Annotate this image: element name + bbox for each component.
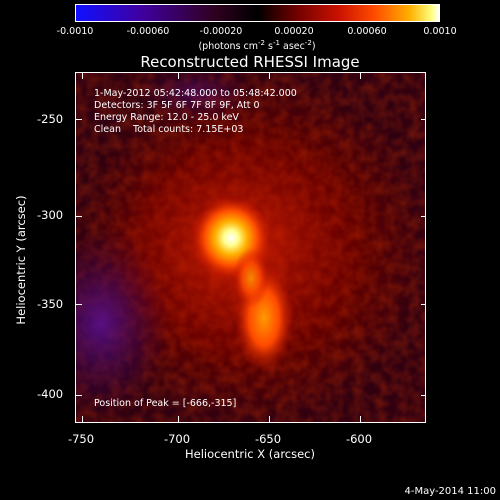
colorbar-tick-label: 0.00020 bbox=[274, 26, 314, 37]
detectors-label: Detectors: 3F 5F 6F 7F 8F 9F, Att 0 bbox=[94, 100, 260, 111]
y-tick-label: -300 bbox=[37, 208, 64, 222]
x-tick-label: -700 bbox=[163, 432, 191, 446]
time-range-label: 1-May-2012 05:42:48.000 to 05:48:42.000 bbox=[94, 88, 297, 99]
y-tick-label: -250 bbox=[37, 112, 64, 126]
colorbar-tick-label: -0.0010 bbox=[56, 26, 94, 37]
y-axis-label: Heliocentric Y (arcsec) bbox=[14, 195, 28, 325]
clean-counts-label: Clean Total counts: 7.15E+03 bbox=[94, 124, 244, 135]
heatmap-image bbox=[76, 73, 425, 422]
energy-range-label: Energy Range: 12.0 - 25.0 keV bbox=[94, 112, 239, 123]
colorbar-tick-label: 0.0010 bbox=[423, 26, 457, 37]
timestamp: 4-May-2014 11:00 bbox=[404, 486, 496, 497]
y-tick-label: -400 bbox=[37, 387, 64, 401]
x-tick-label: -650 bbox=[254, 432, 282, 446]
x-tick-label: -750 bbox=[67, 432, 95, 446]
colorbar-tick-label: -0.00060 bbox=[126, 26, 170, 37]
colorbar-tick-label: 0.00060 bbox=[347, 26, 387, 37]
plot-title: Reconstructed RHESSI Image bbox=[140, 53, 360, 71]
y-tick-label: -350 bbox=[37, 297, 64, 311]
negative-region bbox=[136, 73, 256, 123]
colorbar-tick-label: -0.00020 bbox=[199, 26, 243, 37]
source-tail bbox=[233, 248, 269, 308]
x-axis-label: Heliocentric X (arcsec) bbox=[185, 447, 315, 461]
colorbar-unit-label: (photons cm-2 s-1 asec-2) bbox=[198, 39, 316, 53]
peak-position-label: Position of Peak = [-666,-315] bbox=[94, 398, 237, 409]
plot-area: 1-May-2012 05:42:48.000 to 05:48:42.000 … bbox=[75, 72, 426, 423]
colorbar bbox=[75, 4, 440, 22]
x-tick-label: -600 bbox=[345, 432, 373, 446]
